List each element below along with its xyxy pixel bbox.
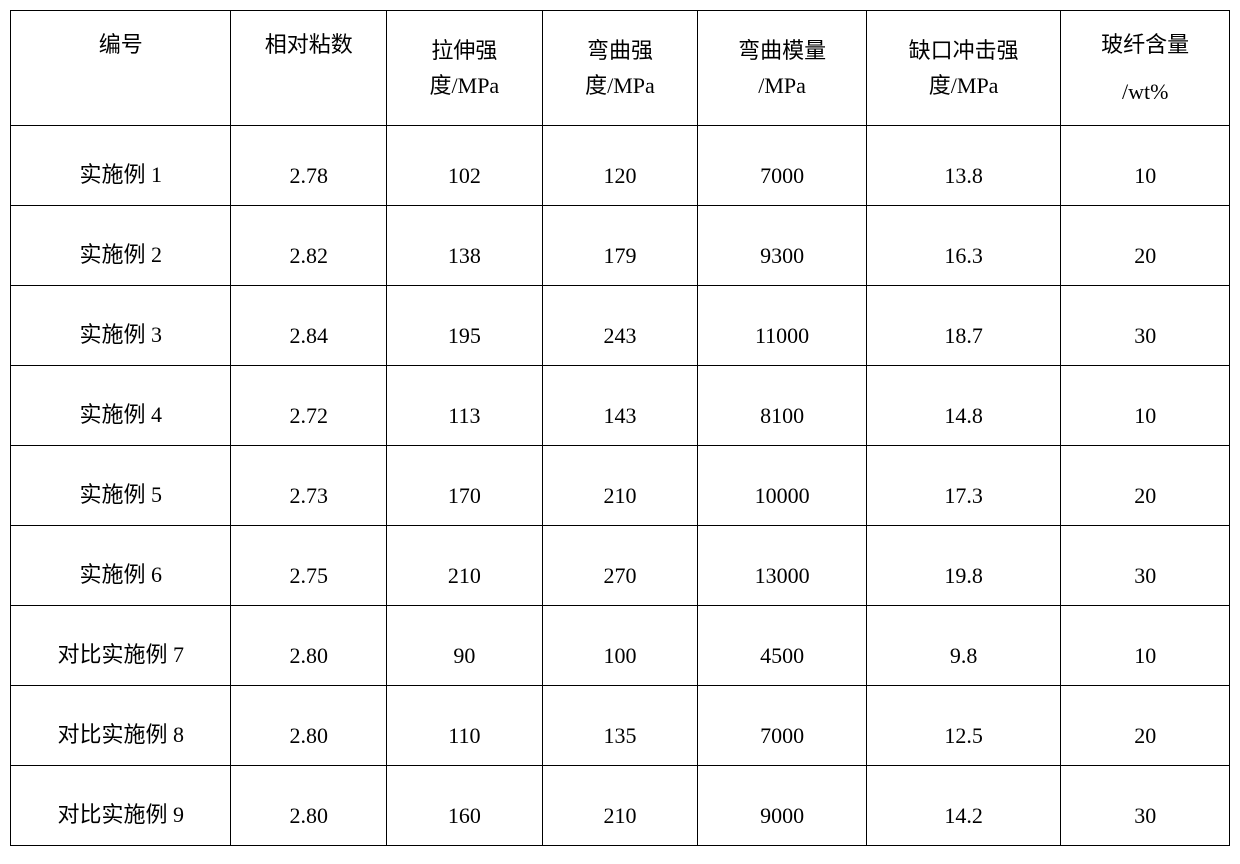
cell-tensile: 110 [387, 686, 543, 766]
header-viscosity: 相对粘数 [231, 11, 387, 126]
cell-fiber-content: 10 [1061, 606, 1230, 686]
cell-flexural-modulus: 13000 [698, 526, 867, 606]
cell-flexural-strength: 210 [542, 446, 698, 526]
cell-impact: 17.3 [866, 446, 1061, 526]
header-id: 编号 [11, 11, 231, 126]
cell-viscosity: 2.72 [231, 366, 387, 446]
cell-flexural-modulus: 9000 [698, 766, 867, 846]
table-row: 对比实施例 8 2.80 110 135 7000 12.5 20 [11, 686, 1230, 766]
cell-impact: 9.8 [866, 606, 1061, 686]
header-label: /MPa [758, 68, 806, 103]
cell-tensile: 90 [387, 606, 543, 686]
cell-fiber-content: 30 [1061, 286, 1230, 366]
header-flexural-strength: 弯曲强 度/MPa [542, 11, 698, 126]
header-label: 缺口冲击强 [909, 33, 1019, 68]
header-row: 编号 相对粘数 拉伸强 度/MPa 弯曲强 度/MPa [11, 11, 1230, 126]
cell-impact: 16.3 [866, 206, 1061, 286]
cell-flexural-strength: 210 [542, 766, 698, 846]
cell-viscosity: 2.78 [231, 126, 387, 206]
cell-tensile: 113 [387, 366, 543, 446]
header-label: 度/MPa [929, 68, 999, 103]
header-label: 编号 [99, 27, 143, 62]
cell-viscosity: 2.80 [231, 766, 387, 846]
cell-viscosity: 2.82 [231, 206, 387, 286]
cell-flexural-modulus: 7000 [698, 126, 867, 206]
cell-fiber-content: 30 [1061, 766, 1230, 846]
header-label: 弯曲强 [587, 33, 653, 68]
header-label: 玻纤含量 [1101, 27, 1189, 62]
cell-flexural-strength: 270 [542, 526, 698, 606]
cell-tensile: 160 [387, 766, 543, 846]
header-tensile: 拉伸强 度/MPa [387, 11, 543, 126]
cell-flexural-modulus: 9300 [698, 206, 867, 286]
header-label: 度/MPa [585, 68, 655, 103]
table-row: 实施例 6 2.75 210 270 13000 19.8 30 [11, 526, 1230, 606]
cell-id: 实施例 3 [11, 286, 231, 366]
cell-id: 实施例 5 [11, 446, 231, 526]
cell-tensile: 210 [387, 526, 543, 606]
cell-id: 对比实施例 7 [11, 606, 231, 686]
cell-flexural-modulus: 7000 [698, 686, 867, 766]
cell-flexural-strength: 143 [542, 366, 698, 446]
cell-viscosity: 2.73 [231, 446, 387, 526]
cell-flexural-modulus: 10000 [698, 446, 867, 526]
cell-tensile: 195 [387, 286, 543, 366]
cell-flexural-strength: 120 [542, 126, 698, 206]
header-label: 相对粘数 [265, 27, 353, 62]
cell-flexural-modulus: 8100 [698, 366, 867, 446]
cell-viscosity: 2.75 [231, 526, 387, 606]
cell-fiber-content: 30 [1061, 526, 1230, 606]
cell-id: 对比实施例 9 [11, 766, 231, 846]
header-impact: 缺口冲击强 度/MPa [866, 11, 1061, 126]
table-body: 实施例 1 2.78 102 120 7000 13.8 10 实施例 2 2.… [11, 126, 1230, 846]
cell-viscosity: 2.84 [231, 286, 387, 366]
cell-id: 实施例 4 [11, 366, 231, 446]
header-label: 弯曲模量 [738, 33, 826, 68]
cell-fiber-content: 20 [1061, 686, 1230, 766]
cell-fiber-content: 20 [1061, 446, 1230, 526]
table-row: 实施例 2 2.82 138 179 9300 16.3 20 [11, 206, 1230, 286]
cell-impact: 14.2 [866, 766, 1061, 846]
cell-flexural-strength: 179 [542, 206, 698, 286]
cell-fiber-content: 20 [1061, 206, 1230, 286]
cell-tensile: 102 [387, 126, 543, 206]
table-row: 实施例 3 2.84 195 243 11000 18.7 30 [11, 286, 1230, 366]
header-flexural-modulus: 弯曲模量 /MPa [698, 11, 867, 126]
cell-flexural-strength: 243 [542, 286, 698, 366]
cell-id: 实施例 2 [11, 206, 231, 286]
header-label: 拉伸强 [431, 33, 497, 68]
cell-impact: 18.7 [866, 286, 1061, 366]
cell-id: 对比实施例 8 [11, 686, 231, 766]
cell-impact: 13.8 [866, 126, 1061, 206]
cell-impact: 19.8 [866, 526, 1061, 606]
cell-impact: 12.5 [866, 686, 1061, 766]
cell-id: 实施例 6 [11, 526, 231, 606]
cell-flexural-modulus: 4500 [698, 606, 867, 686]
cell-flexural-modulus: 11000 [698, 286, 867, 366]
cell-viscosity: 2.80 [231, 686, 387, 766]
cell-tensile: 170 [387, 446, 543, 526]
table-row: 实施例 1 2.78 102 120 7000 13.8 10 [11, 126, 1230, 206]
cell-fiber-content: 10 [1061, 366, 1230, 446]
cell-fiber-content: 10 [1061, 126, 1230, 206]
table-row: 对比实施例 9 2.80 160 210 9000 14.2 30 [11, 766, 1230, 846]
cell-flexural-strength: 100 [542, 606, 698, 686]
header-fiber-content: 玻纤含量 /wt% [1061, 11, 1230, 126]
header-label: 度/MPa [430, 68, 500, 103]
table-row: 实施例 4 2.72 113 143 8100 14.8 10 [11, 366, 1230, 446]
header-label: /wt% [1122, 74, 1168, 109]
table-row: 实施例 5 2.73 170 210 10000 17.3 20 [11, 446, 1230, 526]
cell-flexural-strength: 135 [542, 686, 698, 766]
cell-tensile: 138 [387, 206, 543, 286]
cell-id: 实施例 1 [11, 126, 231, 206]
table-row: 对比实施例 7 2.80 90 100 4500 9.8 10 [11, 606, 1230, 686]
data-table: 编号 相对粘数 拉伸强 度/MPa 弯曲强 度/MPa [10, 10, 1230, 846]
table-header: 编号 相对粘数 拉伸强 度/MPa 弯曲强 度/MPa [11, 11, 1230, 126]
cell-impact: 14.8 [866, 366, 1061, 446]
cell-viscosity: 2.80 [231, 606, 387, 686]
